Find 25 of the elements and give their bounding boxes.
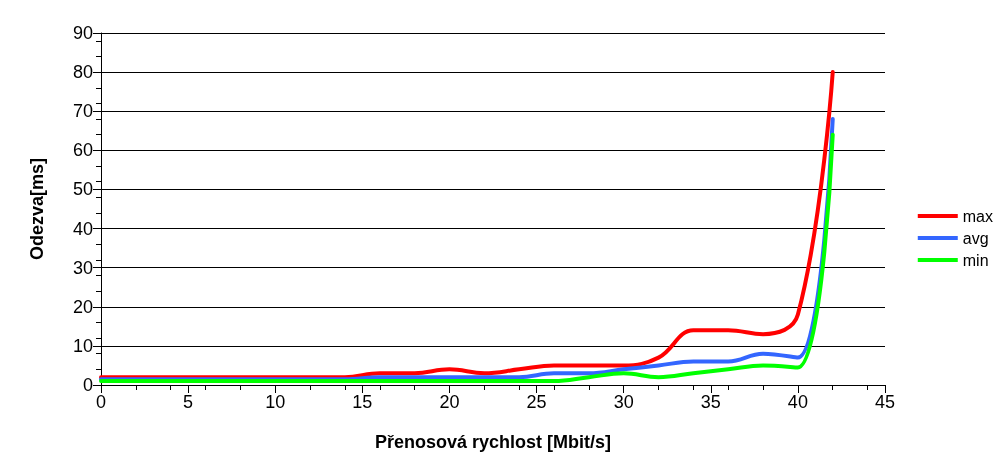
y-tick-label: 10 [72,335,93,356]
x-tick-label: 15 [352,392,373,412]
x-tick-label: 30 [613,392,634,412]
legend-label: max [962,207,994,225]
y-tick-label: 50 [72,179,93,200]
x-tick-label: 10 [265,392,286,412]
y-tick-label: 20 [72,296,93,317]
y-tick-label: 70 [72,101,93,122]
y-axis-title: Odezva[ms] [27,157,47,261]
y-tick-label: 90 [72,23,93,43]
x-axis-title: Přenosová rychlost [Mbit/s] [374,432,612,452]
legend-label: avg [962,229,989,247]
x-tick-label: 5 [183,392,194,412]
legend-label: min [962,251,989,269]
x-tick-label: 40 [787,392,808,412]
x-tick-label: 25 [526,392,547,412]
x-tick-label: 0 [95,392,107,412]
x-tick-label: 45 [874,392,896,412]
y-tick-label: 40 [72,218,93,239]
y-tick-label: 30 [72,257,93,278]
x-tick-label: 20 [439,392,460,412]
y-tick-label: 60 [72,140,93,161]
y-tick-label: 80 [72,62,93,83]
x-tick-label: 35 [700,392,721,412]
y-tick-label: 0 [82,375,93,395]
